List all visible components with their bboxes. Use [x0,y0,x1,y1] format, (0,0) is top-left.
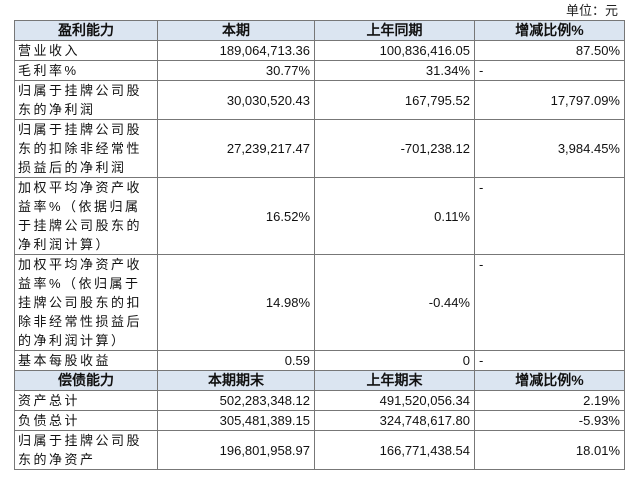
cell: -701,238.12 [314,119,475,178]
row-label: 归属于挂牌公司股东的扣除非经常性损益后的净利润 [14,119,158,178]
data-row: 加权平均净资产收益率%（依据归属于挂牌公司股东的净利润计算） 16.52% 0.11… [14,177,625,255]
header-cell: 增减比例% [474,370,625,391]
cell: 166,771,438.54 [314,430,475,470]
header-row: 盈利能力 本期 上年同期 增减比例% [14,20,625,41]
cell: 305,481,389.15 [157,410,315,431]
data-row: 归属于挂牌公司股东的扣除非经常性损益后的净利润 27,239,217.47 -701… [14,119,625,178]
cell: 17,797.09% [474,80,625,120]
header-cell: 本期 [157,20,315,41]
cell: - [474,177,625,255]
row-label: 营业收入 [14,40,158,61]
data-row: 营业收入 189,064,713.36 100,836,416.05 87.50% [14,40,625,61]
data-row: 加权平均净资产收益率%（依归属于挂牌公司股东的扣除非经常性损益后的净利润计算） 1… [14,254,625,351]
cell: - [474,60,625,81]
data-row: 归属于挂牌公司股东的净资产 196,801,958.97 166,771,438.5… [14,430,625,470]
cell: - [474,254,625,351]
financial-table: 盈利能力 本期 上年同期 增减比例% 营业收入 189,064,713.36 100,836… [14,20,625,470]
cell: 167,795.52 [314,80,475,120]
cell: 0.11% [314,177,475,255]
cell: 0 [314,350,475,371]
cell: 27,239,217.47 [157,119,315,178]
cell: - [474,350,625,371]
cell: 30.77% [157,60,315,81]
cell: 491,520,056.34 [314,390,475,411]
header-cell: 上年期末 [314,370,475,391]
cell: 14.98% [157,254,315,351]
header-row: 偿债能力 本期期末 上年期末 增减比例% [14,370,625,391]
header-cell: 本期期末 [157,370,315,391]
row-label: 加权平均净资产收益率%（依归属于挂牌公司股东的扣除非经常性损益后的净利润计算） [14,254,158,351]
cell: 31.34% [314,60,475,81]
cell: 3,984.45% [474,119,625,178]
cell: -5.93% [474,410,625,431]
row-label: 归属于挂牌公司股东的净资产 [14,430,158,470]
cell: 16.52% [157,177,315,255]
cell: 18.01% [474,430,625,470]
cell: 87.50% [474,40,625,61]
cell: 324,748,617.80 [314,410,475,431]
header-cell: 增减比例% [474,20,625,41]
cell: -0.44% [314,254,475,351]
row-label: 归属于挂牌公司股东的净利润 [14,80,158,120]
header-cell: 盈利能力 [14,20,158,41]
data-row: 负债总计 305,481,389.15 324,748,617.80 -5.93% [14,410,625,431]
header-cell: 上年同期 [314,20,475,41]
unit: 单位：元 [565,3,618,18]
header-cell: 偿债能力 [14,370,158,391]
cell: 196,801,958.97 [157,430,315,470]
row-label: 负债总计 [14,410,158,431]
cell: 30,030,520.43 [157,80,315,120]
data-row: 归属于挂牌公司股东的净利润 30,030,520.43 167,795.52 17,7… [14,80,625,120]
cell: 189,064,713.36 [157,40,315,61]
data-row: 资产总计 502,283,348.12 491,520,056.34 2.19% [14,390,625,411]
cell: 0.59 [157,350,315,371]
row-label: 加权平均净资产收益率%（依据归属于挂牌公司股东的净利润计算） [14,177,158,255]
row-label: 基本每股收益 [14,350,158,371]
cell: 2.19% [474,390,625,411]
cell: 502,283,348.12 [157,390,315,411]
row-label: 毛利率% [14,60,158,81]
data-row: 毛利率% 30.77% 31.34% - [14,60,625,81]
row-label: 资产总计 [14,390,158,411]
cell: 100,836,416.05 [314,40,475,61]
data-row: 基本每股收益 0.59 0- [14,350,625,371]
